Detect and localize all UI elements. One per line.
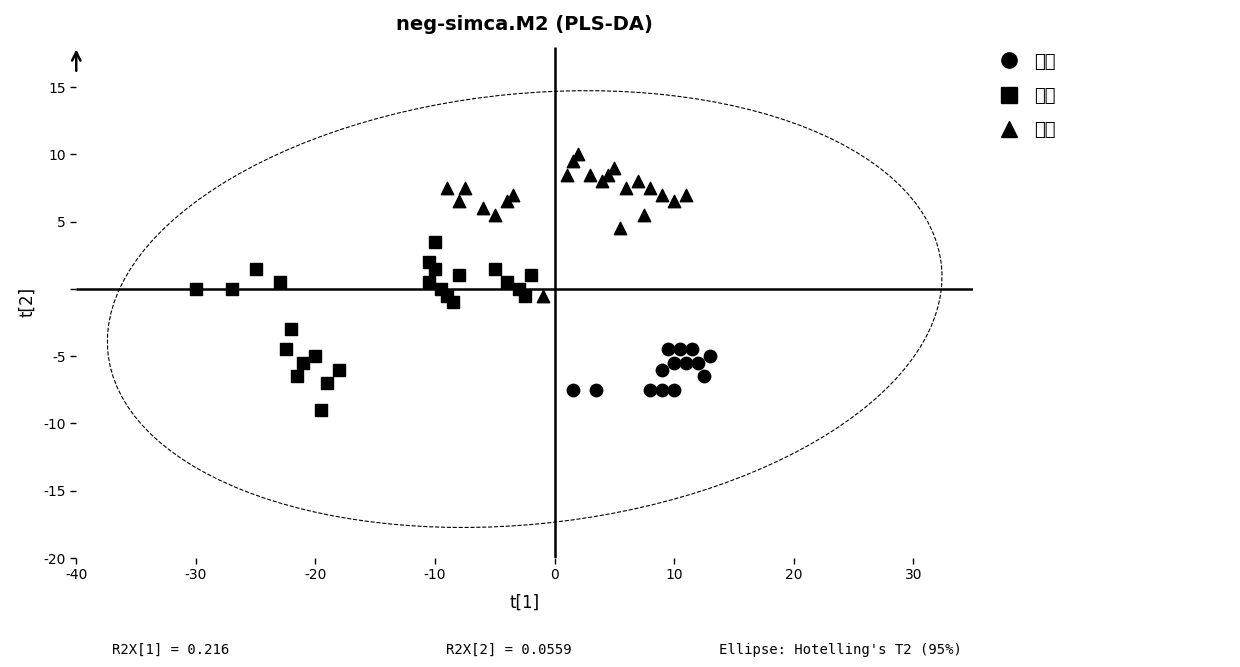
紫色: [425, 263, 445, 274]
紫色: [432, 283, 451, 294]
黄色: [436, 183, 456, 193]
黑色: [665, 384, 684, 395]
紫色: [419, 277, 439, 287]
黑色: [587, 384, 606, 395]
黑色: [658, 344, 678, 355]
黄色: [640, 183, 660, 193]
黄色: [449, 196, 469, 207]
黄色: [485, 209, 505, 220]
黄色: [610, 223, 630, 233]
紫色: [443, 297, 463, 307]
Text: R2X[1] = 0.216: R2X[1] = 0.216: [112, 643, 229, 657]
Legend: 黑色, 紫色, 黄色: 黑色, 紫色, 黄色: [991, 45, 1063, 147]
X-axis label: t[1]: t[1]: [510, 594, 539, 612]
紫色: [186, 283, 206, 294]
黄色: [652, 189, 672, 200]
Title: neg-simca.M2 (PLS-DA): neg-simca.M2 (PLS-DA): [397, 15, 653, 34]
紫色: [497, 277, 517, 287]
黄色: [557, 169, 577, 180]
黄色: [635, 209, 655, 220]
黄色: [616, 183, 636, 193]
黑色: [688, 358, 708, 368]
黄色: [497, 196, 517, 207]
紫色: [317, 378, 337, 388]
黑色: [694, 371, 714, 382]
黑色: [682, 344, 702, 355]
黄色: [472, 203, 492, 213]
黑色: [665, 358, 684, 368]
紫色: [449, 270, 469, 281]
紫色: [436, 290, 456, 301]
黑色: [640, 384, 660, 395]
紫色: [246, 263, 265, 274]
紫色: [311, 405, 331, 416]
紫色: [294, 358, 314, 368]
紫色: [419, 257, 439, 267]
黄色: [502, 189, 522, 200]
黄色: [599, 169, 619, 180]
黄色: [563, 155, 583, 166]
黄色: [455, 183, 475, 193]
紫色: [305, 351, 325, 362]
紫色: [275, 344, 295, 355]
紫色: [425, 237, 445, 247]
紫色: [288, 371, 308, 382]
黑色: [701, 351, 720, 362]
紫色: [515, 290, 534, 301]
黑色: [670, 344, 689, 355]
Y-axis label: t[2]: t[2]: [17, 287, 36, 317]
Text: R2X[2] = 0.0559: R2X[2] = 0.0559: [446, 643, 572, 657]
紫色: [269, 277, 289, 287]
黑色: [652, 384, 672, 395]
紫色: [222, 283, 242, 294]
黑色: [676, 358, 696, 368]
黄色: [569, 149, 589, 159]
紫色: [521, 270, 541, 281]
Text: Ellipse: Hotelling's T2 (95%): Ellipse: Hotelling's T2 (95%): [719, 643, 962, 657]
黄色: [604, 163, 624, 173]
黄色: [676, 189, 696, 200]
紫色: [508, 283, 528, 294]
黄色: [593, 176, 613, 187]
紫色: [281, 324, 301, 335]
黄色: [665, 196, 684, 207]
黑色: [563, 384, 583, 395]
紫色: [330, 364, 350, 375]
黄色: [533, 290, 553, 301]
紫色: [485, 263, 505, 274]
黑色: [652, 364, 672, 375]
黄色: [629, 176, 649, 187]
黄色: [580, 169, 600, 180]
